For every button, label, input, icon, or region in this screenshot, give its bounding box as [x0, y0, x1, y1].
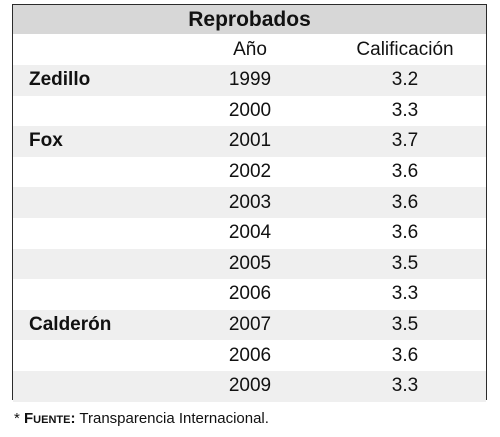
- table-row: 2009 3.3: [13, 370, 486, 402]
- year-cell: 2007: [228, 314, 272, 336]
- table-row: 2006 3.3: [13, 279, 486, 310]
- table-row: 2004 3.6: [13, 218, 486, 249]
- grade-cell: 3.3: [391, 283, 419, 305]
- grade-cell: 3.3: [391, 375, 419, 397]
- grades-table: Reprobados Año Calificación Zedillo 1999…: [12, 4, 487, 402]
- header-grade: Calificación: [356, 38, 454, 60]
- footnote-source-label: Fuente:: [24, 410, 76, 427]
- table-row: 2006 3.6: [13, 340, 486, 371]
- year-cell: 2003: [228, 191, 272, 213]
- year-cell: 1999: [228, 69, 272, 91]
- footnote-marker: *: [14, 410, 20, 427]
- footnote-source-text: Transparencia Internacional.: [79, 410, 269, 427]
- year-cell: 2005: [228, 252, 272, 274]
- header-row: Año Calificación: [13, 34, 486, 65]
- year-cell: 2004: [228, 222, 272, 244]
- year-cell: 2009: [228, 375, 272, 397]
- grade-cell: 3.6: [391, 191, 419, 213]
- table-row: 2003 3.6: [13, 187, 486, 218]
- table-row: Fox 2001 3.7: [13, 126, 486, 157]
- president-name: Calderón: [29, 314, 112, 336]
- year-cell: 2001: [228, 130, 272, 152]
- year-cell: 2000: [228, 99, 272, 121]
- table-row: 2002 3.6: [13, 157, 486, 188]
- grade-cell: 3.6: [391, 222, 419, 244]
- table-row: 2000 3.3: [13, 96, 486, 127]
- header-year: Año: [233, 38, 267, 60]
- table-row: Calderón 2007 3.5: [13, 309, 486, 341]
- year-cell: 2002: [228, 161, 272, 183]
- grade-cell: 3.3: [391, 99, 419, 121]
- president-name: Fox: [29, 130, 63, 152]
- year-cell: 2006: [228, 283, 272, 305]
- table-row: Zedillo 1999 3.2: [13, 65, 486, 96]
- source-footnote: * Fuente: Transparencia Internacional.: [14, 410, 269, 427]
- grade-cell: 3.5: [391, 252, 419, 274]
- president-name: Zedillo: [29, 69, 91, 91]
- year-cell: 2006: [228, 344, 272, 366]
- grade-cell: 3.5: [391, 314, 419, 336]
- grade-cell: 3.6: [391, 161, 419, 183]
- grade-cell: 3.7: [391, 130, 419, 152]
- table-title: Reprobados: [13, 5, 486, 34]
- grade-cell: 3.2: [391, 69, 419, 91]
- table-row: 2005 3.5: [13, 248, 486, 280]
- grade-cell: 3.6: [391, 344, 419, 366]
